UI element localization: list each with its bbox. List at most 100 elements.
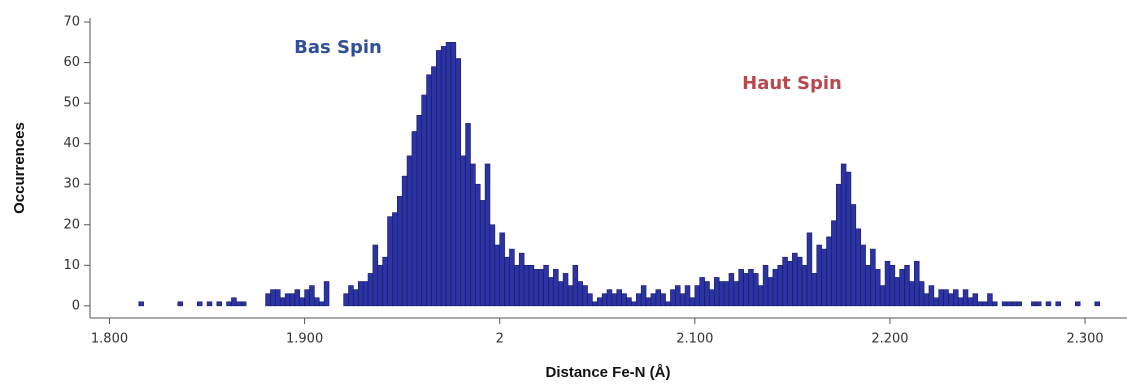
bar <box>792 252 798 307</box>
bar <box>684 285 691 307</box>
bar <box>353 289 359 307</box>
y-tick-label: 20 <box>63 217 80 232</box>
bar <box>948 293 954 307</box>
x-axis-label: Distance Fe-N (Å) <box>545 364 670 381</box>
bar <box>606 289 613 307</box>
bar <box>992 301 998 307</box>
bar <box>748 269 754 307</box>
bar <box>801 264 808 307</box>
bar <box>357 281 364 307</box>
bar <box>572 264 579 307</box>
y-tick-label: 40 <box>63 136 80 151</box>
bar <box>987 293 993 307</box>
bar <box>587 293 593 307</box>
bar <box>445 42 452 307</box>
bar <box>265 293 271 307</box>
bar <box>299 297 305 307</box>
y-tick-label: 10 <box>63 258 80 273</box>
bar <box>714 277 720 307</box>
bar <box>1094 301 1100 307</box>
bar <box>236 301 242 307</box>
bar <box>782 256 788 307</box>
bar <box>914 260 920 307</box>
bar <box>855 228 861 307</box>
bar <box>431 66 437 307</box>
y-tick-label: 30 <box>63 177 80 192</box>
bar <box>875 269 881 307</box>
bar <box>406 155 413 307</box>
bar <box>416 114 422 307</box>
bar <box>455 58 462 307</box>
bar <box>396 196 403 307</box>
bar <box>709 289 715 307</box>
bar <box>611 293 618 307</box>
bar <box>460 155 466 307</box>
bar <box>679 293 686 307</box>
bar <box>660 293 666 307</box>
bar <box>1055 301 1061 307</box>
bar <box>348 285 354 307</box>
bar <box>557 281 564 307</box>
bar <box>567 285 574 307</box>
bar <box>816 244 822 307</box>
bar <box>655 289 661 307</box>
y-tick-label: 60 <box>63 55 80 70</box>
bar <box>616 289 622 307</box>
bar <box>665 301 671 307</box>
bar <box>865 264 871 307</box>
bar <box>675 285 681 307</box>
bar <box>523 264 530 307</box>
bar <box>723 281 730 307</box>
bar <box>538 269 544 307</box>
bar <box>767 277 774 307</box>
bar <box>601 293 608 307</box>
x-tick-label: 1.800 <box>91 332 128 347</box>
bar <box>450 42 457 307</box>
bar <box>582 285 588 307</box>
bar <box>718 281 725 307</box>
y-tick-label: 70 <box>63 15 80 30</box>
bar <box>275 289 281 307</box>
x-tick-label: 2.200 <box>871 332 908 347</box>
bar <box>636 293 642 307</box>
bar <box>626 297 632 307</box>
bar <box>977 301 983 307</box>
bar <box>1045 301 1052 307</box>
bar <box>1011 301 1018 307</box>
bar <box>514 264 520 307</box>
bar <box>933 297 940 307</box>
bar <box>972 293 979 307</box>
bar <box>1016 301 1022 307</box>
bar <box>382 256 388 307</box>
x-tick-label: 2.300 <box>1066 332 1103 347</box>
x-tick-label: 2.100 <box>676 332 713 347</box>
bar <box>650 293 657 307</box>
bar <box>689 297 696 307</box>
bar <box>884 260 891 307</box>
x-tick-label: 2 <box>496 332 504 347</box>
bar <box>806 232 813 307</box>
bar <box>309 285 315 307</box>
bar <box>197 301 203 307</box>
bar <box>314 297 320 307</box>
bar <box>704 281 710 307</box>
bar <box>577 281 583 307</box>
bar <box>489 224 496 307</box>
bar <box>387 216 393 307</box>
bar <box>475 183 481 307</box>
bar <box>543 264 549 307</box>
bar <box>548 277 554 307</box>
bar <box>762 264 769 307</box>
y-tick-label: 50 <box>63 96 80 111</box>
bar <box>904 264 910 307</box>
bar <box>401 175 408 307</box>
bar <box>899 269 905 307</box>
annotation: Haut Spin <box>742 73 842 94</box>
bar <box>967 297 974 307</box>
bar <box>494 244 501 307</box>
bar <box>753 273 759 307</box>
y-tick-label: 0 <box>72 298 80 313</box>
bar <box>835 183 842 307</box>
bar <box>909 281 915 307</box>
